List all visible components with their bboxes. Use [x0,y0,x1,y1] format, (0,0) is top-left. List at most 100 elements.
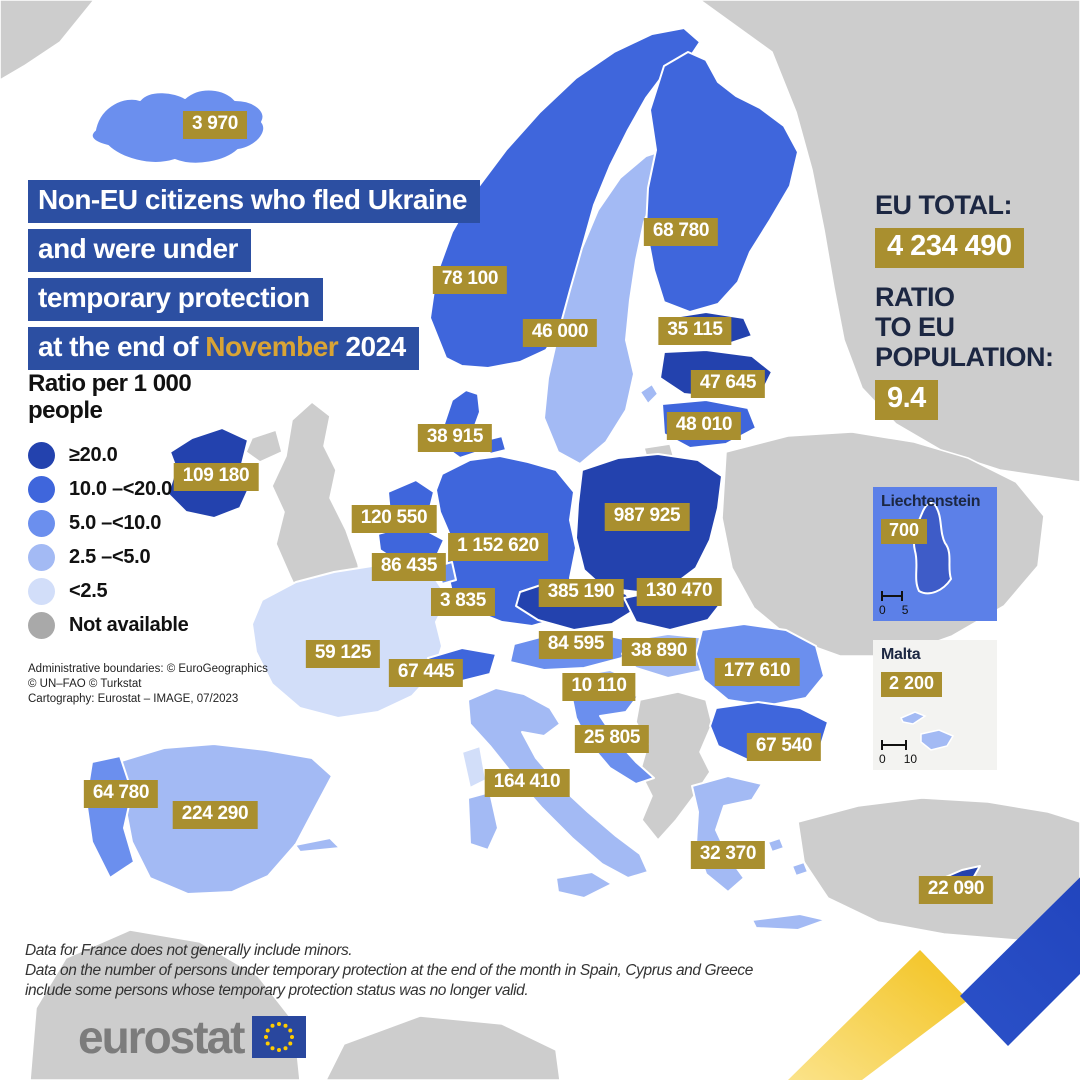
legend-item: Not available [28,608,191,642]
value-badge-spain: 224 290 [172,801,258,829]
country-sweden [543,149,665,465]
legend-label: ≥20.0 [69,443,118,466]
legend-label: <2.5 [69,579,108,602]
malta-shape [899,711,955,751]
country-finland [645,51,799,313]
value-badge-austria: 84 595 [538,631,614,659]
value-badge-estonia: 35 115 [658,317,732,345]
island-gotland [639,383,659,405]
legend-heading-line: Ratio per 1 000 [28,370,192,397]
legend-items: ≥20.0 10.0 –<20.0 5.0 –<10.0 2.5 –<5.0 <2.5 N… [28,438,191,642]
footnotes: Data for France does not generally inclu… [25,941,753,1001]
liechtenstein-scalebar [881,591,903,601]
title-line-4-suffix: 2024 [338,331,406,362]
inset-malta-label: Malta [881,646,921,663]
value-badge-latvia: 47 645 [690,370,766,398]
value-badge-france: 59 125 [305,640,381,668]
legend-item: <2.5 [28,574,191,608]
value-badge-norway: 78 100 [432,266,508,294]
stats-block: EU TOTAL: 4 234 490 RATIO TO EU POPULATION… [875,190,1075,434]
scale-end: 5 [901,603,909,617]
legend-swatch [28,475,55,503]
title-line-2: and were under [28,229,251,272]
flag-star [270,1046,275,1051]
legend-item: ≥20.0 [28,438,191,472]
eu-total-label: EU TOTAL: [875,190,1013,220]
value-badge-slovenia: 10 110 [562,673,636,701]
value-badge-germany: 1 152 620 [448,533,548,561]
country-iceland [90,88,266,165]
island-aegean-1 [767,837,785,853]
value-badge-denmark: 38 915 [417,424,493,452]
legend-item: 5.0 –<10.0 [28,506,191,540]
flag-star [266,1041,271,1046]
legend-label: 5.0 –<10.0 [69,511,162,534]
ratio-value: 9.4 [875,380,938,420]
footnote-line: include some persons whose temporary pro… [25,982,529,999]
value-badge-italy: 164 410 [484,769,570,797]
flag-star [283,1046,288,1051]
value-badge-slovakia: 130 470 [636,578,722,606]
attribution-line: © UN–FAO © Turkstat [28,678,142,690]
island-aegean-2 [791,861,809,877]
attribution-line: Administrative boundaries: © EuroGeograp… [28,663,268,675]
legend-label: 2.5 –<5.0 [69,545,151,568]
ribbon-yellow-stripe [788,950,968,1080]
flag-star [270,1023,275,1028]
value-badge-poland: 987 925 [604,503,690,531]
value-badge-lithuania: 48 010 [666,412,742,440]
value-badge-croatia: 25 805 [574,725,650,753]
value-badge-iceland: 3 970 [182,111,248,139]
legend-label: 10.0 –<20.0 [69,477,172,500]
land-northern-ireland [245,429,283,463]
title-month-highlight: November [205,331,339,362]
value-badge-hungary: 38 890 [621,638,697,666]
island-crete [751,913,827,931]
title-line-3: temporary protection [28,278,323,321]
attribution: Administrative boundaries: © EuroGeograp… [28,662,268,707]
ratio-label-line: RATIO [875,282,955,312]
value-badge-bulgaria: 67 540 [746,733,822,761]
ratio-label-line: TO EU [875,312,955,342]
value-badge-romania: 177 610 [714,658,800,686]
inset-malta-value: 2 200 [881,672,943,697]
flag-star [283,1023,288,1028]
value-badge-ireland: 109 180 [173,463,259,491]
scale-start: 0 [879,752,886,766]
flag-star [288,1028,293,1033]
country-liechtenstein-inset [913,502,953,595]
flag-star [266,1028,271,1033]
legend-swatch [28,577,55,605]
land-western-balkans [635,691,713,841]
land-greenland [0,0,95,81]
legend-label: Not available [69,613,189,636]
title-line-4: at the end of November 2024 [28,327,419,370]
island-gozo [899,711,927,725]
value-badge-czechia: 385 190 [538,579,624,607]
land-algeria [325,1015,561,1080]
eurostat-logo: eurostat [78,1014,307,1060]
island-balearics [294,837,341,853]
island-sicily [555,871,613,899]
legend-swatch [28,441,55,469]
malta-scalebar [881,740,907,750]
eu-total-value: 4 234 490 [875,228,1024,268]
inset-liechtenstein-label: Liechtenstein [881,493,981,510]
title-line-1: Non-EU citizens who fled Ukraine [28,180,480,223]
legend: Ratio per 1 000 people ≥20.0 10.0 –<20.0 5.… [28,370,192,642]
legend-swatch [28,611,55,639]
land-morocco [29,929,301,1080]
flag-star [290,1035,295,1039]
island-malta [920,729,955,751]
value-badge-cyprus: 22 090 [918,876,994,904]
flag-star [288,1041,293,1046]
value-badge-finland: 68 780 [643,218,719,246]
value-badge-portugal: 64 780 [83,780,159,808]
footnote-line: Data on the number of persons under temp… [25,962,753,979]
value-badge-switzerland: 67 445 [388,659,464,687]
value-badge-greece: 32 370 [690,841,766,869]
land-turkey [797,797,1080,941]
malta-scale-labels: 0 10 [879,752,917,766]
legend-heading: Ratio per 1 000 people [28,370,192,424]
